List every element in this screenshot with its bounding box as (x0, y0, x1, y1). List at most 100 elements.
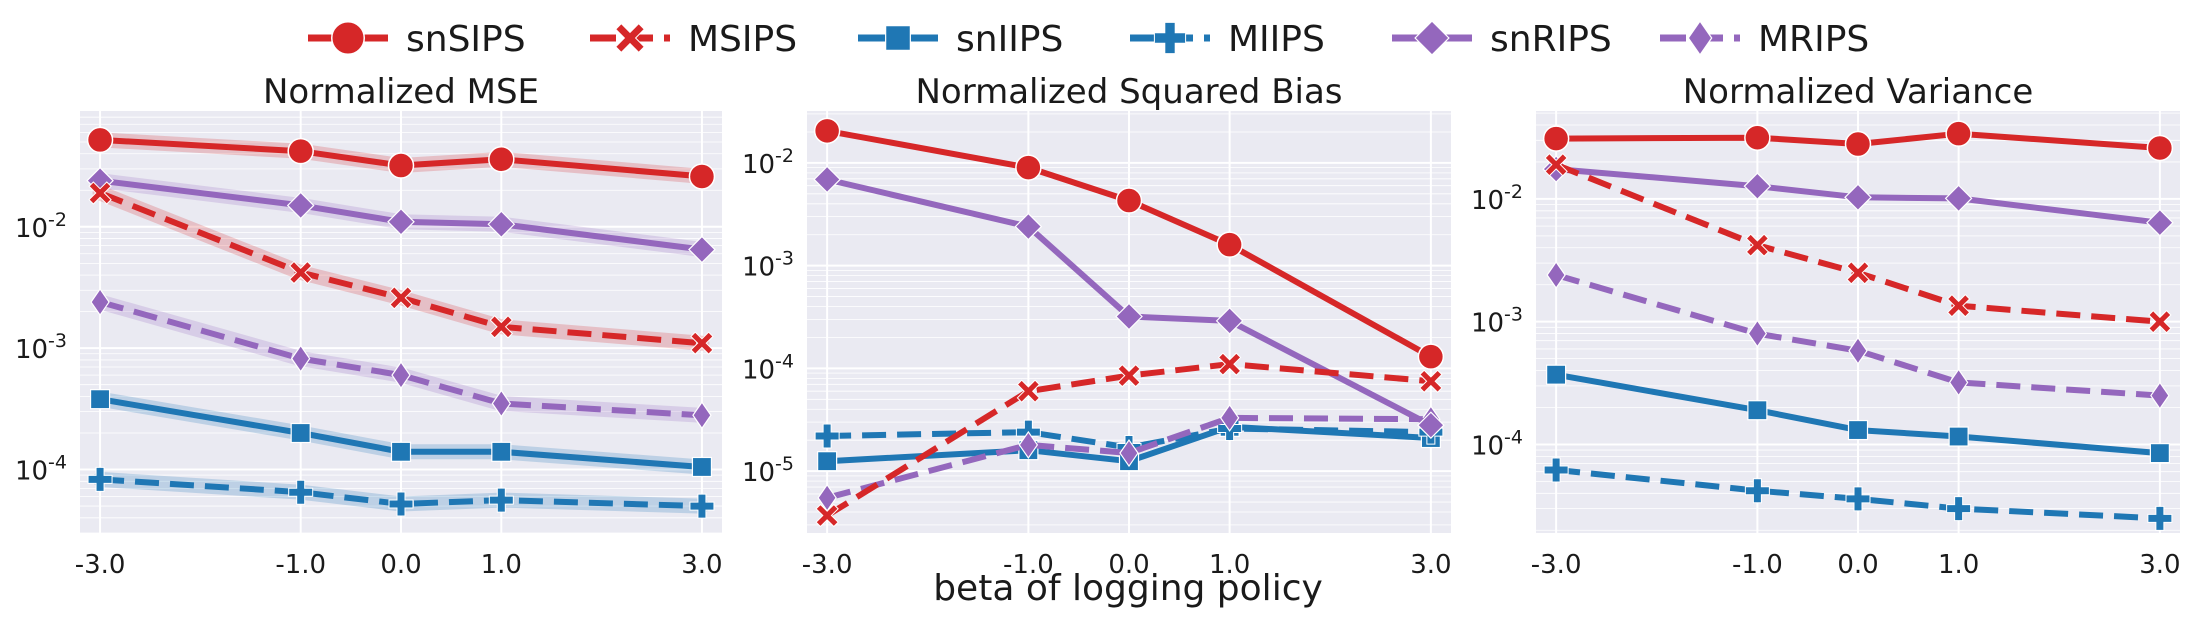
data-point-msips (1016, 379, 1041, 403)
y-tick-label: 10-5 (742, 453, 794, 488)
data-point-miips (288, 479, 314, 505)
data-point-mrips (1018, 430, 1039, 459)
data-point-snrips (1944, 184, 1973, 213)
y-tick-label: 10-3 (1471, 304, 1523, 339)
x-tick-label: 3.0 (681, 550, 722, 580)
series-msips (88, 181, 714, 355)
data-point-snsips (1115, 187, 1143, 214)
data-point-msips (2148, 309, 2172, 334)
x-tick-label: 0.0 (380, 550, 421, 580)
y-tick-label: 10-2 (15, 209, 67, 244)
series-miips (1543, 457, 2173, 531)
data-point-snrips (688, 235, 716, 264)
data-point-msips (1217, 352, 1242, 376)
data-point-snsips (387, 152, 415, 179)
y-tick-label: 10-2 (1471, 181, 1523, 216)
data-point-mrips (491, 389, 512, 418)
data-point-snsips (1945, 120, 1972, 147)
data-point-mrips (1546, 260, 1566, 290)
legend-entry-snsips: snSIPS (308, 19, 526, 60)
series-sniips (89, 389, 713, 478)
series-snrips (1542, 155, 2174, 237)
data-point-mrips (1948, 368, 1969, 397)
legend-label-mrips: MRIPS (1758, 19, 1869, 60)
x-tick-label: 0.0 (1108, 550, 1149, 580)
x-tick-label: 1.0 (1209, 550, 1250, 580)
data-point-snrips (487, 210, 516, 239)
x-tick-label: -3.0 (802, 550, 853, 580)
data-point-snrips (1014, 212, 1043, 241)
data-point-sniips (89, 389, 111, 410)
series-msips (1544, 152, 2172, 334)
data-point-sniips (691, 456, 713, 478)
panel-normalized-variance: Normalized Variance -3.0 -1.0 0.0 1.0 3.0 10-4… (1471, 72, 2181, 580)
data-point-snrips (2146, 208, 2174, 237)
x-tick-label: 1.0 (481, 550, 522, 580)
data-point-snsips (1216, 231, 1243, 258)
data-point-miips (1744, 478, 1770, 504)
y-tick-label: 10-3 (742, 248, 794, 283)
legend: snSIPS MSIPS snIIPS MIIPS snRIPS MRIPS (308, 19, 1869, 60)
legend-entry-snrips: snRIPS (1392, 19, 1612, 60)
y-tick-label: 10-4 (15, 452, 67, 487)
data-point-msips (489, 315, 514, 339)
series-snsips (1542, 120, 2174, 162)
data-point-mrips (290, 344, 311, 373)
legend-label-sniips: snIIPS (956, 19, 1063, 60)
data-point-snrips (1215, 307, 1244, 335)
x-axis-label: beta of logging policy (933, 568, 1323, 609)
legend-entry-msips: MSIPS (590, 19, 797, 60)
x-tick-label: 1.0 (1938, 550, 1979, 580)
data-point-snsips (1844, 130, 1872, 158)
x-tick-label: -1.0 (275, 550, 326, 580)
data-point-miips (1543, 457, 1569, 483)
data-point-msips (690, 331, 714, 355)
data-point-snsips (1015, 154, 1042, 181)
data-point-snrips (813, 165, 841, 194)
data-point-snrips (1844, 183, 1872, 212)
data-point-snsips (1744, 124, 1771, 151)
y-tick-label: 10-3 (15, 330, 67, 365)
legend-entry-sniips: snIIPS (858, 19, 1063, 60)
x-tick-label: -1.0 (1732, 550, 1783, 580)
data-point-sniips (1847, 419, 1869, 441)
data-point-msips (1419, 369, 1443, 393)
legend-entry-miips: MIIPS (1130, 19, 1325, 60)
series-miips (87, 466, 715, 519)
data-point-msips (389, 286, 413, 310)
legend-marker-mrips (1687, 20, 1713, 56)
data-point-mrips (90, 287, 110, 317)
x-tick-label: 0.0 (1837, 550, 1878, 580)
panel-normalized-mse: Normalized MSE -3.0 -1.0 0.0 1.0 3.0 10-4 10-3 1… (15, 72, 723, 580)
x-tick-label: -3.0 (1531, 550, 1582, 580)
data-point-miips (488, 487, 514, 513)
x-tick-label: -3.0 (75, 550, 126, 580)
data-point-sniips (290, 422, 311, 444)
data-point-msips (1544, 152, 1568, 177)
x-tick-label: 3.0 (1410, 550, 1451, 580)
panel-title: Normalized MSE (263, 72, 539, 112)
data-point-msips (1946, 293, 1971, 318)
series-mrips (1546, 260, 2170, 410)
data-point-sniips (1747, 400, 1768, 421)
panel-title: Normalized Squared Bias (915, 72, 1342, 112)
data-point-snsips (1542, 125, 1570, 152)
data-point-msips (815, 503, 839, 528)
data-point-snsips (813, 117, 841, 145)
data-point-miips (388, 491, 414, 517)
y-tick-label: 10-4 (1471, 426, 1523, 461)
data-point-snrips (387, 207, 415, 236)
series-msips (815, 352, 1443, 528)
series-snrips (813, 165, 1445, 440)
panel-title: Normalized Variance (1683, 72, 2034, 112)
series-snsips (86, 126, 716, 190)
data-point-miips (2147, 505, 2173, 531)
data-point-mrips (1119, 438, 1139, 468)
data-point-snrips (1743, 172, 1772, 201)
data-point-miips (1845, 486, 1871, 512)
y-tick-label: 10-2 (742, 145, 794, 180)
series-snsips (813, 117, 1445, 370)
legend-entry-mrips: MRIPS (1660, 19, 1869, 60)
data-point-snsips (488, 146, 515, 173)
